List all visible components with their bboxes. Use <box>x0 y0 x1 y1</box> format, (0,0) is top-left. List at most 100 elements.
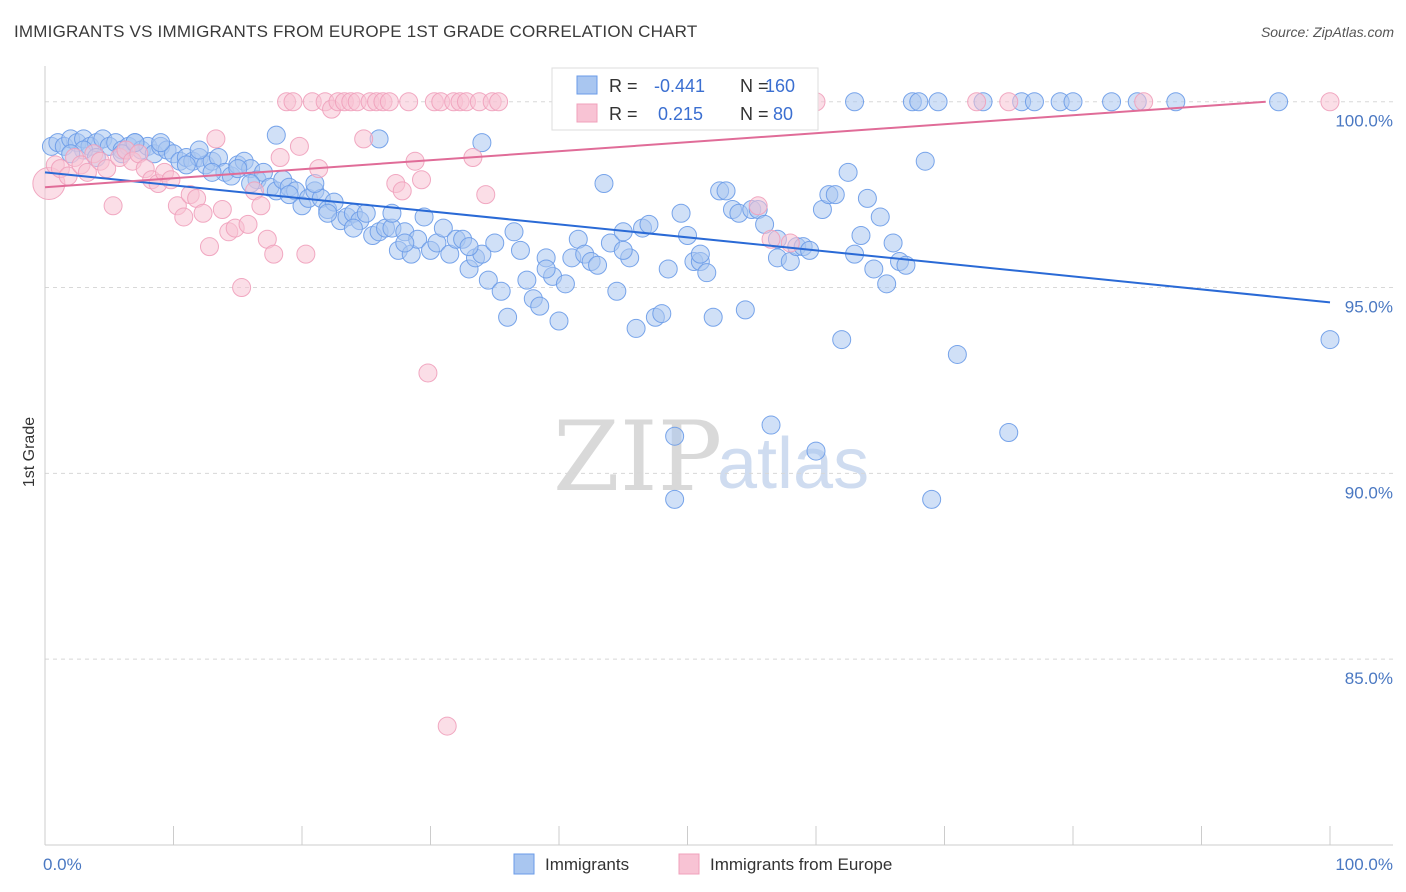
point-europe <box>289 136 309 156</box>
point-europe <box>1320 92 1340 112</box>
point-europe <box>206 129 226 149</box>
point-immigrants <box>356 203 376 223</box>
point-immigrants <box>922 489 942 509</box>
point-immigrants <box>864 259 884 279</box>
point-immigrants <box>851 226 871 246</box>
point-immigrants <box>857 188 877 208</box>
point-immigrants <box>498 307 518 327</box>
point-europe <box>761 229 781 249</box>
point-immigrants <box>832 330 852 350</box>
point-europe <box>232 278 252 298</box>
point-immigrants <box>472 133 492 153</box>
stats-r-value-europe: 0.215 <box>658 104 703 124</box>
point-immigrants <box>202 162 222 182</box>
point-immigrants <box>909 92 929 112</box>
point-europe <box>193 203 213 223</box>
point-immigrants <box>266 125 286 145</box>
point-immigrants <box>189 140 209 160</box>
y-tick-label: 90.0% <box>1345 483 1393 502</box>
point-immigrants <box>478 270 498 290</box>
point-immigrants <box>697 263 717 283</box>
trend-lines <box>44 100 1331 304</box>
point-immigrants <box>549 311 569 331</box>
legend-label-immigrants: Immigrants <box>545 855 629 874</box>
point-immigrants <box>485 233 505 253</box>
point-europe <box>283 92 303 112</box>
point-immigrants <box>915 151 935 171</box>
y-tick-labels: 100.0% 95.0% 90.0% 85.0% <box>1335 112 1393 688</box>
stats-box: R = -0.441 N = 160 R = 0.215 N = 80 <box>551 67 819 131</box>
point-immigrants <box>536 259 556 279</box>
point-immigrants <box>877 274 897 294</box>
legend-label-europe: Immigrants from Europe <box>710 855 892 874</box>
point-europe <box>174 207 194 227</box>
legend-swatch-europe <box>678 853 700 875</box>
point-immigrants <box>318 203 338 223</box>
stats-n-label-immigrants: N = <box>740 76 769 96</box>
x-tick-labels: 0.0% 100.0% <box>43 855 1393 874</box>
point-immigrants <box>652 304 672 324</box>
point-europe <box>379 92 399 112</box>
point-immigrants <box>626 318 646 338</box>
point-europe <box>103 196 123 216</box>
stats-n-value-immigrants: 160 <box>765 76 795 96</box>
point-immigrants <box>716 181 736 201</box>
series-immigrants-from-europe <box>32 92 1340 736</box>
point-immigrants <box>639 214 659 234</box>
point-immigrants <box>665 489 685 509</box>
stats-swatch-europe <box>576 103 598 123</box>
point-europe <box>412 170 432 190</box>
point-immigrants <box>530 296 550 316</box>
point-europe <box>1134 92 1154 112</box>
source-credit: Source: ZipAtlas.com <box>1260 24 1394 40</box>
point-immigrants <box>838 162 858 182</box>
point-europe <box>418 363 438 383</box>
point-immigrants <box>510 240 530 260</box>
y-tick-label: 100.0% <box>1335 112 1393 131</box>
point-immigrants <box>395 233 415 253</box>
point-immigrants <box>607 281 627 301</box>
point-immigrants <box>806 441 826 461</box>
y-tick-label: 85.0% <box>1345 669 1393 688</box>
point-immigrants <box>414 207 434 227</box>
point-europe <box>399 92 419 112</box>
stats-n-value-europe: 80 <box>773 104 793 124</box>
point-immigrants <box>594 173 614 193</box>
trend-line-europe <box>44 100 1266 189</box>
point-europe <box>999 92 1019 112</box>
point-immigrants <box>504 222 524 242</box>
point-immigrants <box>613 240 633 260</box>
x-tick-label: 0.0% <box>43 855 82 874</box>
stats-n-label-europe: N = <box>740 104 769 124</box>
point-immigrants <box>1269 92 1289 112</box>
y-axis-title: 1st Grade <box>21 417 38 487</box>
point-europe <box>748 196 768 216</box>
point-immigrants <box>1063 92 1083 112</box>
point-immigrants <box>678 226 697 246</box>
point-immigrants <box>665 426 685 446</box>
point-immigrants <box>279 185 299 205</box>
point-europe <box>967 92 987 112</box>
y-tick-label: 95.0% <box>1345 298 1393 317</box>
point-immigrants <box>825 185 845 205</box>
point-immigrants <box>761 415 781 435</box>
stats-r-label-immigrants: R = <box>609 76 638 96</box>
point-immigrants <box>1320 330 1340 350</box>
point-immigrants <box>671 203 691 223</box>
stats-r-label-europe: R = <box>609 104 638 124</box>
watermark-zip: ZIP <box>553 401 722 513</box>
point-immigrants <box>1102 92 1122 112</box>
point-immigrants <box>883 233 903 253</box>
point-immigrants <box>459 237 479 257</box>
point-immigrants <box>343 218 363 238</box>
watermark: ZIP atlas <box>553 401 869 513</box>
point-immigrants <box>588 255 608 275</box>
point-europe <box>489 92 509 112</box>
point-europe <box>251 196 271 216</box>
point-immigrants <box>555 274 575 294</box>
x-tick-label: 100.0% <box>1335 855 1393 874</box>
point-immigrants <box>735 300 755 320</box>
point-immigrants <box>1166 92 1186 112</box>
point-immigrants <box>947 344 967 364</box>
